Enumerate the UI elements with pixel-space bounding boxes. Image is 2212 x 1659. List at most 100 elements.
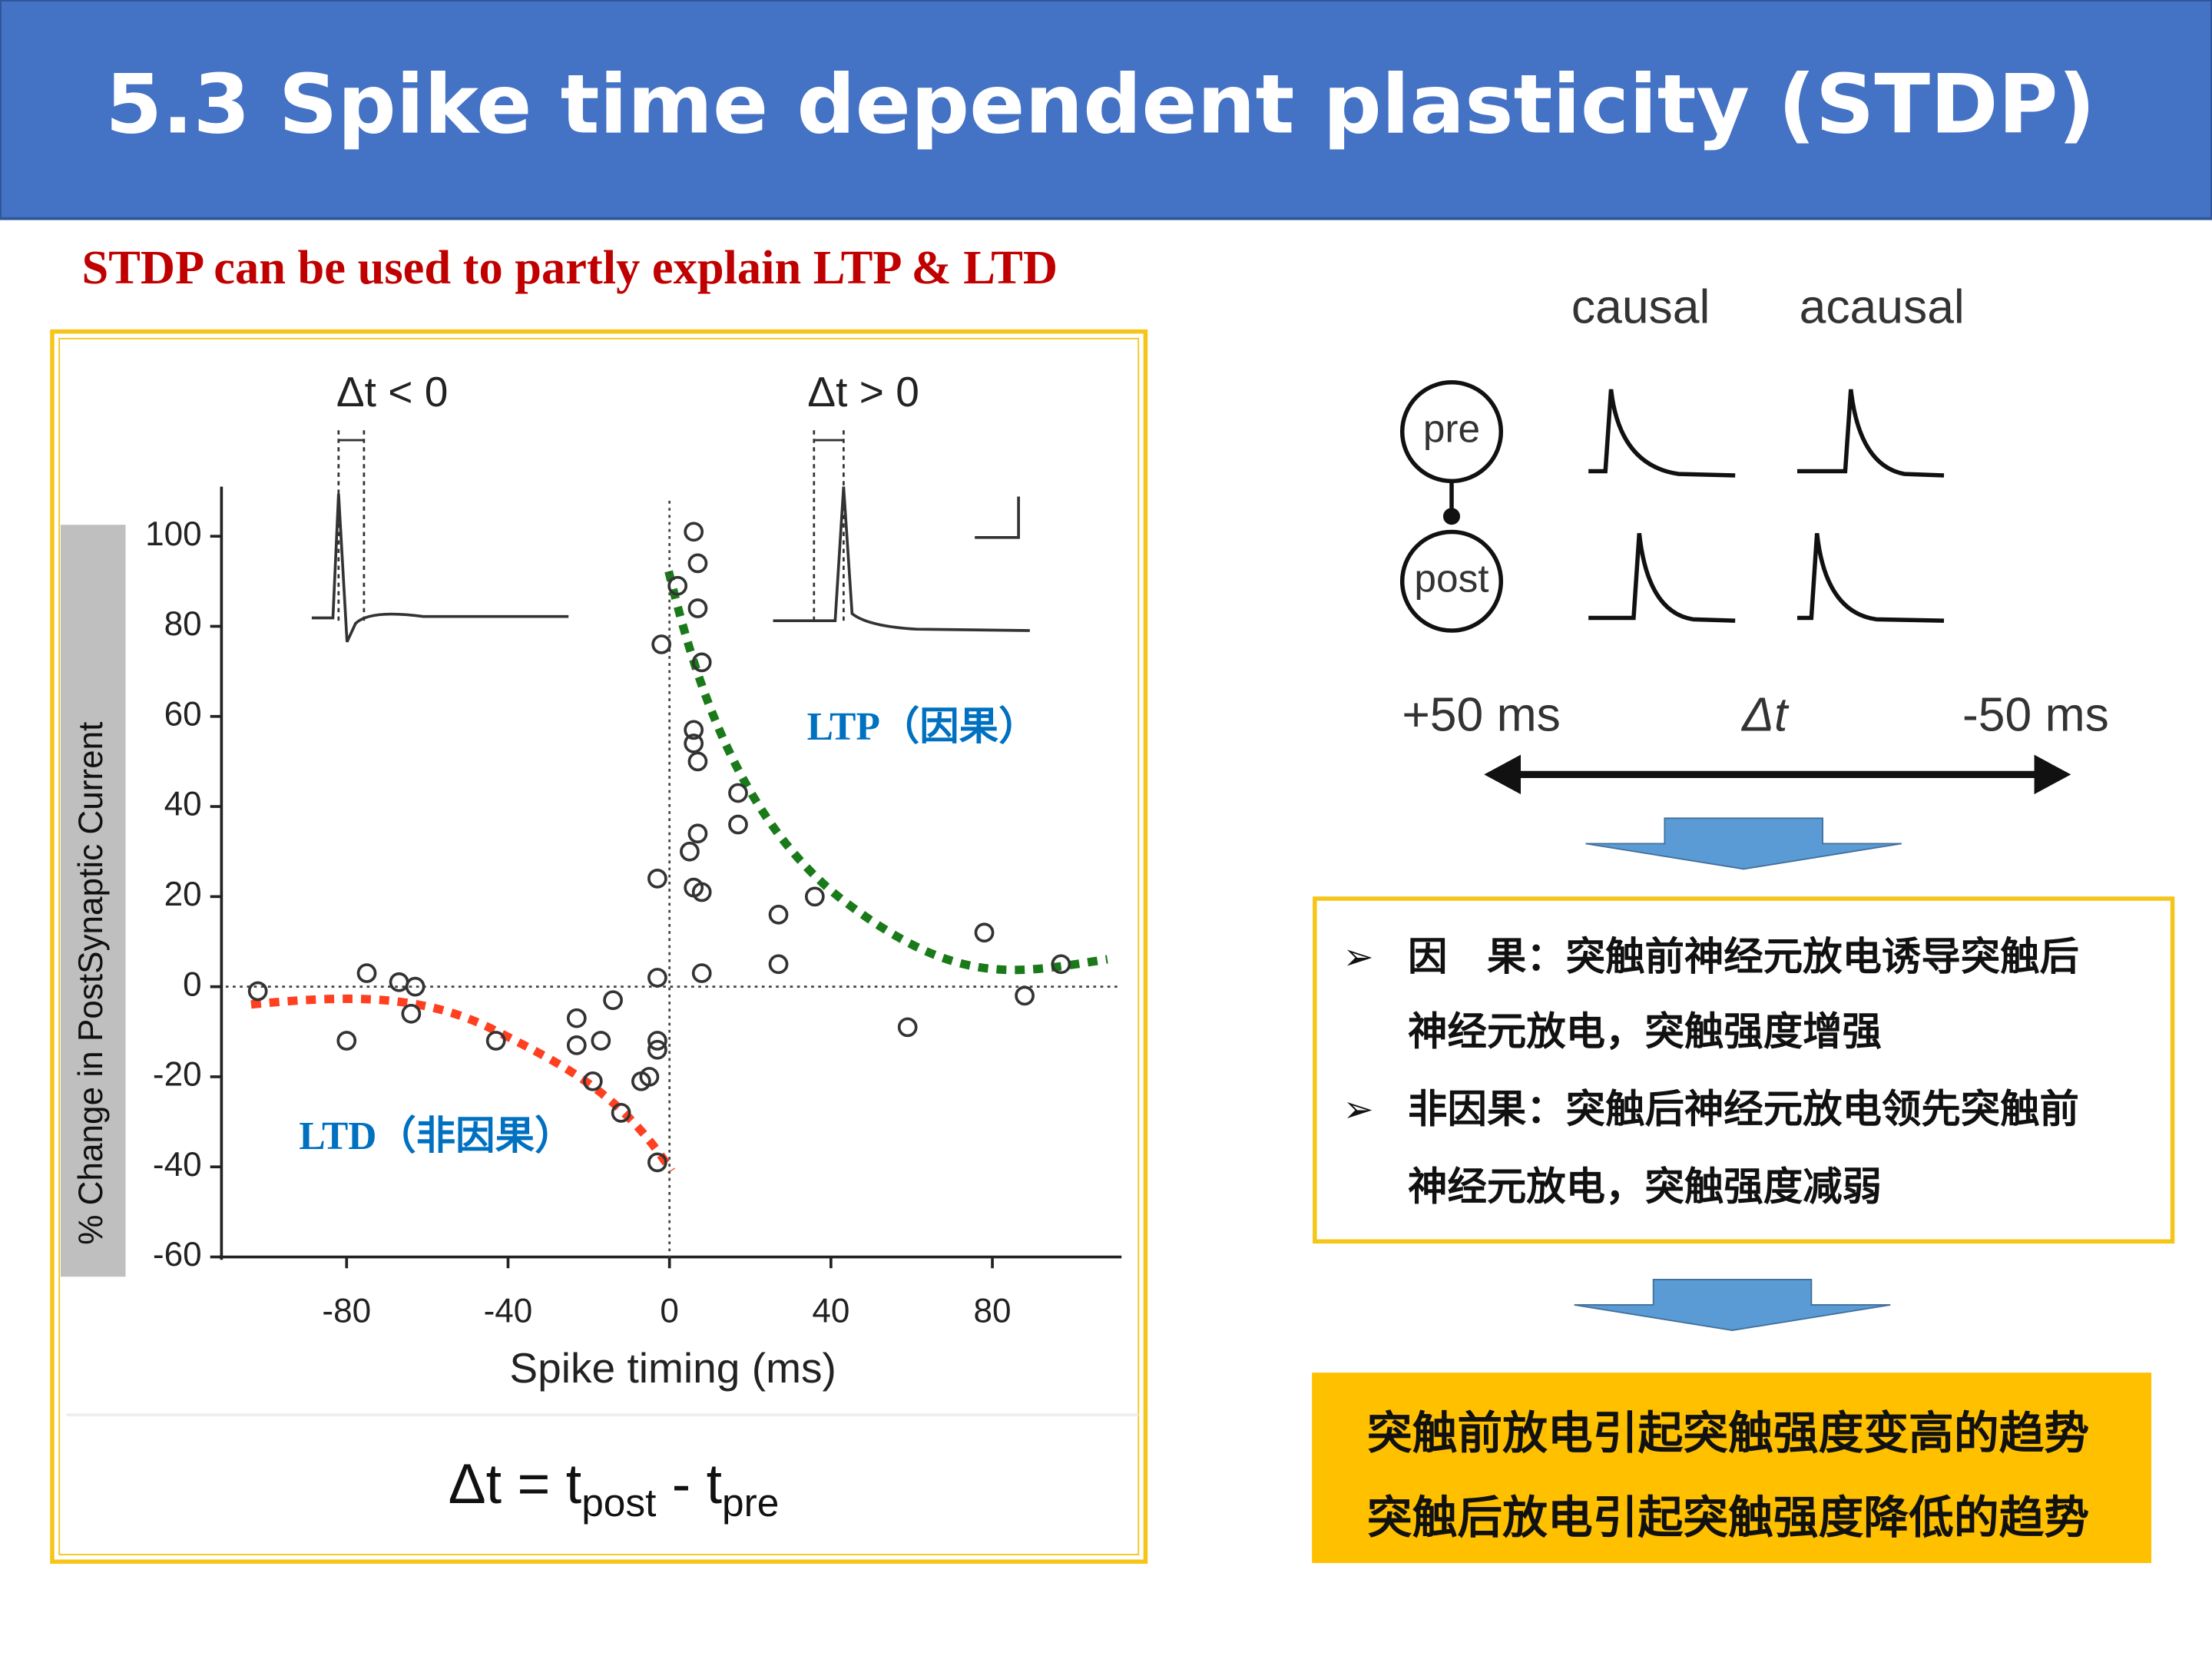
data-point	[974, 922, 995, 943]
data-point	[582, 1071, 603, 1091]
data-point	[897, 1017, 918, 1038]
x-tick-label: 40	[812, 1293, 849, 1330]
y-tick-label: 0	[183, 965, 202, 1003]
y-tick-label: 100	[145, 515, 202, 553]
bullet-text: 神经元放电，突触强度增强	[1408, 1008, 1882, 1055]
data-point	[647, 968, 667, 988]
data-point	[647, 869, 667, 889]
data-point	[687, 751, 708, 772]
data-point	[356, 963, 377, 983]
ltp-fit-curve	[664, 570, 1108, 975]
data-point	[687, 598, 708, 618]
inset-markers	[337, 430, 845, 621]
data-point	[1015, 985, 1035, 1006]
data-point	[684, 720, 704, 740]
y-tick-label: 80	[164, 605, 202, 643]
formula: Δt = tpost - tpre	[449, 1452, 780, 1524]
y-tick-label: 20	[164, 876, 202, 913]
y-tick-label: -20	[153, 1056, 202, 1094]
data-point	[611, 1103, 631, 1123]
formula-main: Δt = t	[449, 1452, 582, 1515]
diagram-label: +50 ms	[1402, 687, 1561, 741]
data-point	[691, 963, 712, 983]
slide-title: 5.3 Spike time dependent plasticity (STD…	[105, 58, 2095, 153]
y-tick-label: 60	[164, 695, 202, 733]
x-axis-label: Spike timing (ms)	[509, 1344, 836, 1392]
data-point	[728, 814, 748, 835]
data-point	[647, 1031, 667, 1051]
subtitle: STDP can be used to partly explain LTP &…	[82, 240, 1058, 294]
annotation: Δt > 0	[807, 368, 919, 416]
data-point	[336, 1031, 357, 1051]
formula-sub: post	[581, 1479, 656, 1524]
bullet-marker: ➢	[1343, 936, 1374, 979]
data-point	[728, 783, 748, 803]
bullet-text: 因 果：突触前神经元放电诱导突触后	[1408, 934, 2079, 980]
data-point	[566, 1035, 587, 1055]
synapse-dot	[1442, 508, 1461, 525]
y-tick-label: 40	[164, 786, 202, 823]
diagram-label: -50 ms	[1962, 687, 2109, 741]
data-point	[691, 882, 712, 902]
x-tick-label: -40	[484, 1293, 533, 1330]
diagram-label: Δt	[1740, 687, 1790, 741]
data-point	[405, 976, 426, 997]
arrow-head	[1484, 754, 1521, 795]
formula-mid: - t	[656, 1452, 722, 1515]
ltd-fit-curve	[250, 994, 675, 1174]
data-point	[591, 1031, 611, 1051]
x-tick-label: 80	[974, 1293, 1012, 1330]
y-axis-label: % Change in PostSynaptic Current	[72, 722, 110, 1245]
post-neuron	[1399, 529, 1504, 633]
data-point	[603, 990, 623, 1011]
data-point	[485, 1031, 506, 1051]
data-point	[768, 954, 789, 975]
data-point	[684, 733, 704, 753]
data-point	[389, 972, 409, 992]
data-point	[684, 522, 704, 542]
data-point	[667, 575, 688, 596]
conclusion-text: 突触后放电引起突触强度降低的趋势	[1367, 1491, 2089, 1544]
data-point	[401, 1003, 422, 1024]
header-bar	[0, 0, 2212, 220]
chart-frame-inner	[58, 337, 1140, 1555]
conclusion-box	[1312, 1373, 2152, 1564]
data-point	[647, 1152, 667, 1173]
arrow-head	[2034, 754, 2071, 795]
annotation: Δt < 0	[336, 368, 449, 416]
data-point	[247, 981, 268, 1002]
diagram-label: causal	[1571, 280, 1710, 334]
y-label-bg	[60, 525, 126, 1277]
x-tick-label: 0	[660, 1293, 679, 1330]
data-point	[768, 904, 789, 925]
y-tick-label: -40	[153, 1146, 202, 1184]
data-point	[1051, 954, 1071, 975]
data-point	[687, 553, 708, 574]
data-point	[566, 1008, 587, 1028]
bullet-text: 非因果：突触后神经元放电领先突触前	[1408, 1086, 2079, 1132]
conclusion-text: 突触前放电引起突触强度变高的趋势	[1367, 1406, 2089, 1459]
down-arrow	[1574, 1279, 1891, 1331]
data-point	[639, 1067, 660, 1087]
chart-frame	[50, 329, 1148, 1565]
bullet-text: 神经元放电，突触强度减弱	[1408, 1164, 1882, 1210]
neuron-label: pre	[1423, 406, 1480, 451]
neuron-label: post	[1414, 555, 1488, 600]
data-point	[804, 886, 825, 907]
data-point	[680, 841, 700, 862]
annotation: LTD（非因果）	[299, 1114, 574, 1158]
x-tick-label: -80	[322, 1293, 371, 1330]
formula-sub: pre	[722, 1479, 779, 1524]
down-arrow	[1585, 817, 1902, 870]
inset-waveforms	[311, 486, 1030, 643]
data-point	[647, 1039, 667, 1060]
bullet-marker: ➢	[1343, 1088, 1374, 1131]
y-tick-label: -60	[153, 1236, 202, 1273]
bullet-box	[1313, 896, 2175, 1244]
spike-trains	[1588, 389, 1945, 623]
data-point	[691, 652, 712, 673]
data-point	[687, 823, 708, 844]
diagram-label: acausal	[1800, 280, 1965, 334]
